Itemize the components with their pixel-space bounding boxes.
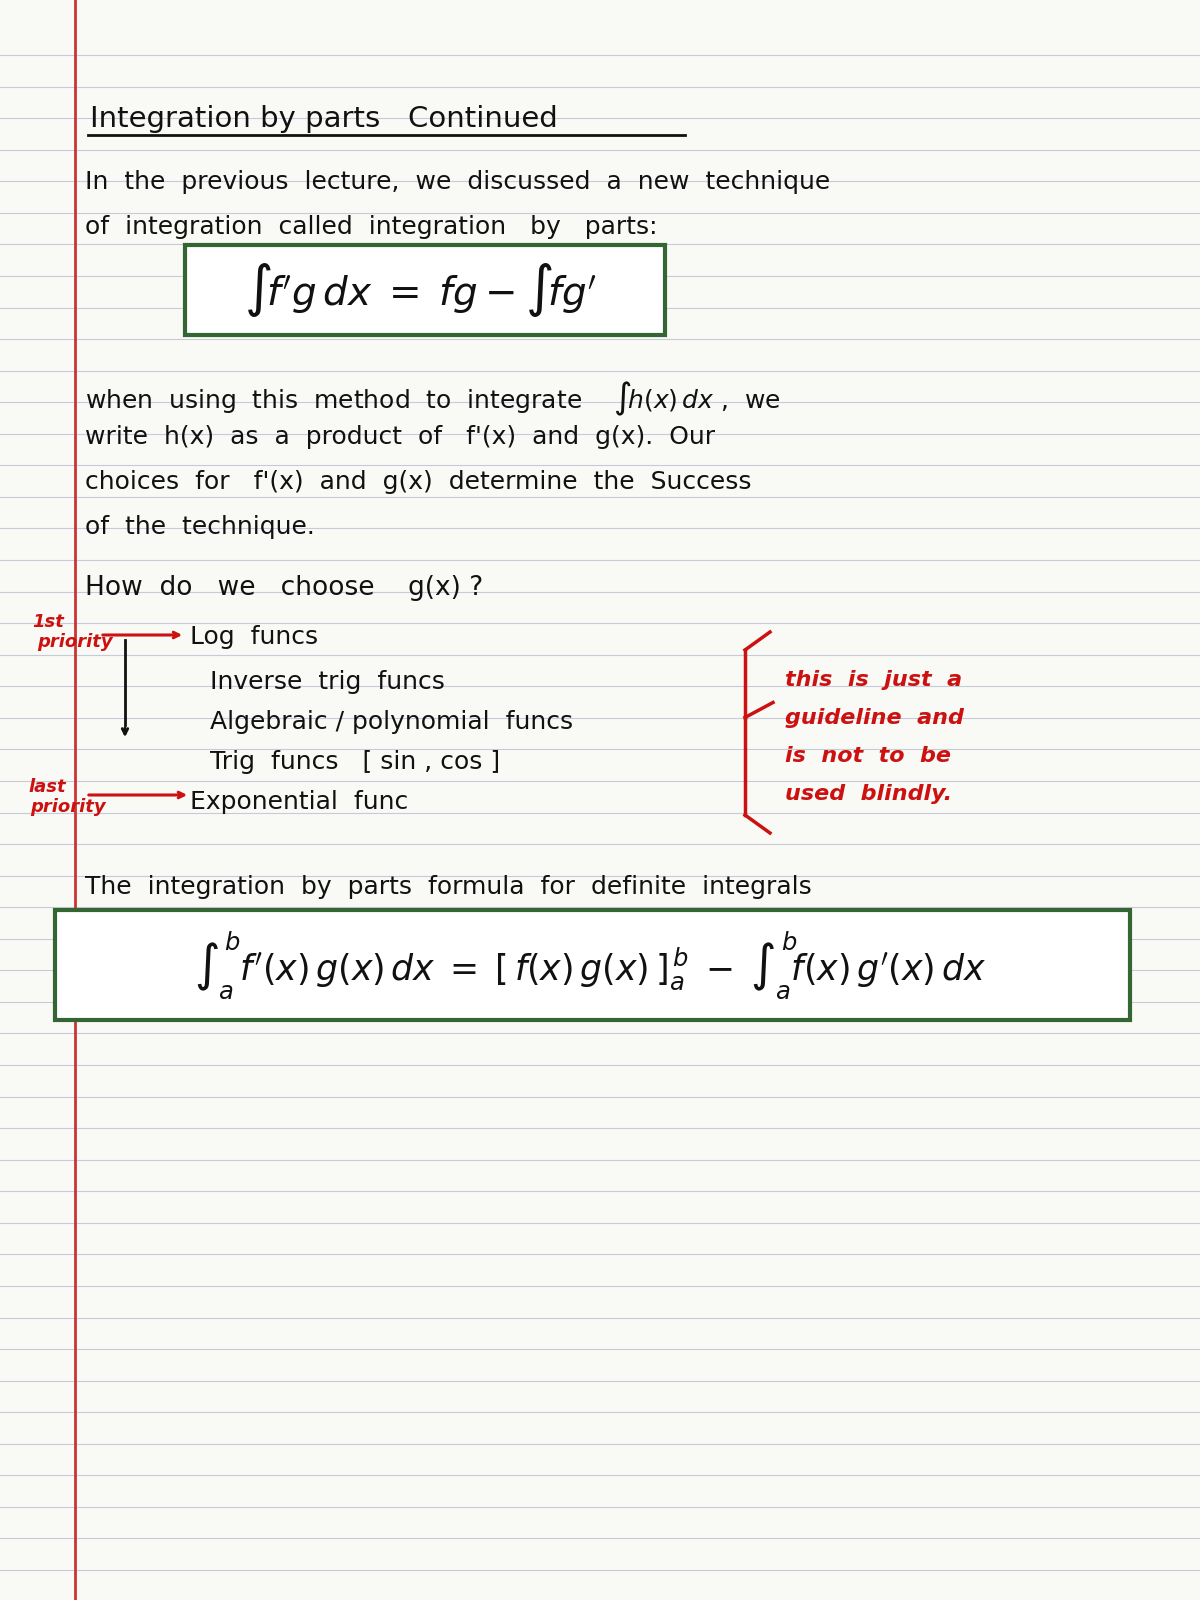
- Text: of  integration  called  integration   by   parts:: of integration called integration by par…: [85, 214, 658, 238]
- Text: In  the  previous  lecture,  we  discussed  a  new  technique: In the previous lecture, we discussed a …: [85, 170, 830, 194]
- Text: Inverse  trig  funcs: Inverse trig funcs: [210, 670, 445, 694]
- Text: priority: priority: [37, 634, 113, 651]
- Text: choices  for   f'(x)  and  g(x)  determine  the  Success: choices for f'(x) and g(x) determine the…: [85, 470, 751, 494]
- Text: Exponential  func: Exponential func: [190, 790, 408, 814]
- Text: of  the  technique.: of the technique.: [85, 515, 314, 539]
- Text: Trig  funcs   [ sin , cos ]: Trig funcs [ sin , cos ]: [210, 750, 500, 774]
- Text: write  h(x)  as  a  product  of   f'(x)  and  g(x).  Our: write h(x) as a product of f'(x) and g(x…: [85, 426, 715, 450]
- Text: How  do   we   choose    g(x) ?: How do we choose g(x) ?: [85, 574, 484, 602]
- Text: 1st: 1st: [32, 613, 64, 630]
- Text: $\int_a^b f'(x)\,g(x)\,dx \;=\; \left[\,f(x)\,g(x)\,\right]_a^{\,b} \;-\; \int_a: $\int_a^b f'(x)\,g(x)\,dx \;=\; \left[\,…: [194, 930, 986, 1000]
- Polygon shape: [185, 245, 665, 334]
- Text: Algebraic / polynomial  funcs: Algebraic / polynomial funcs: [210, 710, 574, 734]
- Text: Log  funcs: Log funcs: [190, 626, 318, 650]
- Text: used  blindly.: used blindly.: [785, 784, 952, 803]
- Text: last: last: [28, 778, 66, 795]
- Text: The  integration  by  parts  formula  for  definite  integrals: The integration by parts formula for def…: [85, 875, 811, 899]
- Polygon shape: [55, 910, 1130, 1021]
- Text: is  not  to  be: is not to be: [785, 746, 952, 766]
- Text: this  is  just  a: this is just a: [785, 670, 962, 690]
- Text: Integration by parts   Continued: Integration by parts Continued: [90, 106, 558, 133]
- Text: $\int\!f'g\,dx \;=\; fg - \int\!fg'$: $\int\!f'g\,dx \;=\; fg - \int\!fg'$: [244, 261, 596, 318]
- Text: guideline  and: guideline and: [785, 707, 964, 728]
- Text: when  using  this  method  to  integrate    $\int\!h(x)\,dx$ ,  we: when using this method to integrate $\in…: [85, 379, 781, 418]
- Text: priority: priority: [30, 798, 106, 816]
